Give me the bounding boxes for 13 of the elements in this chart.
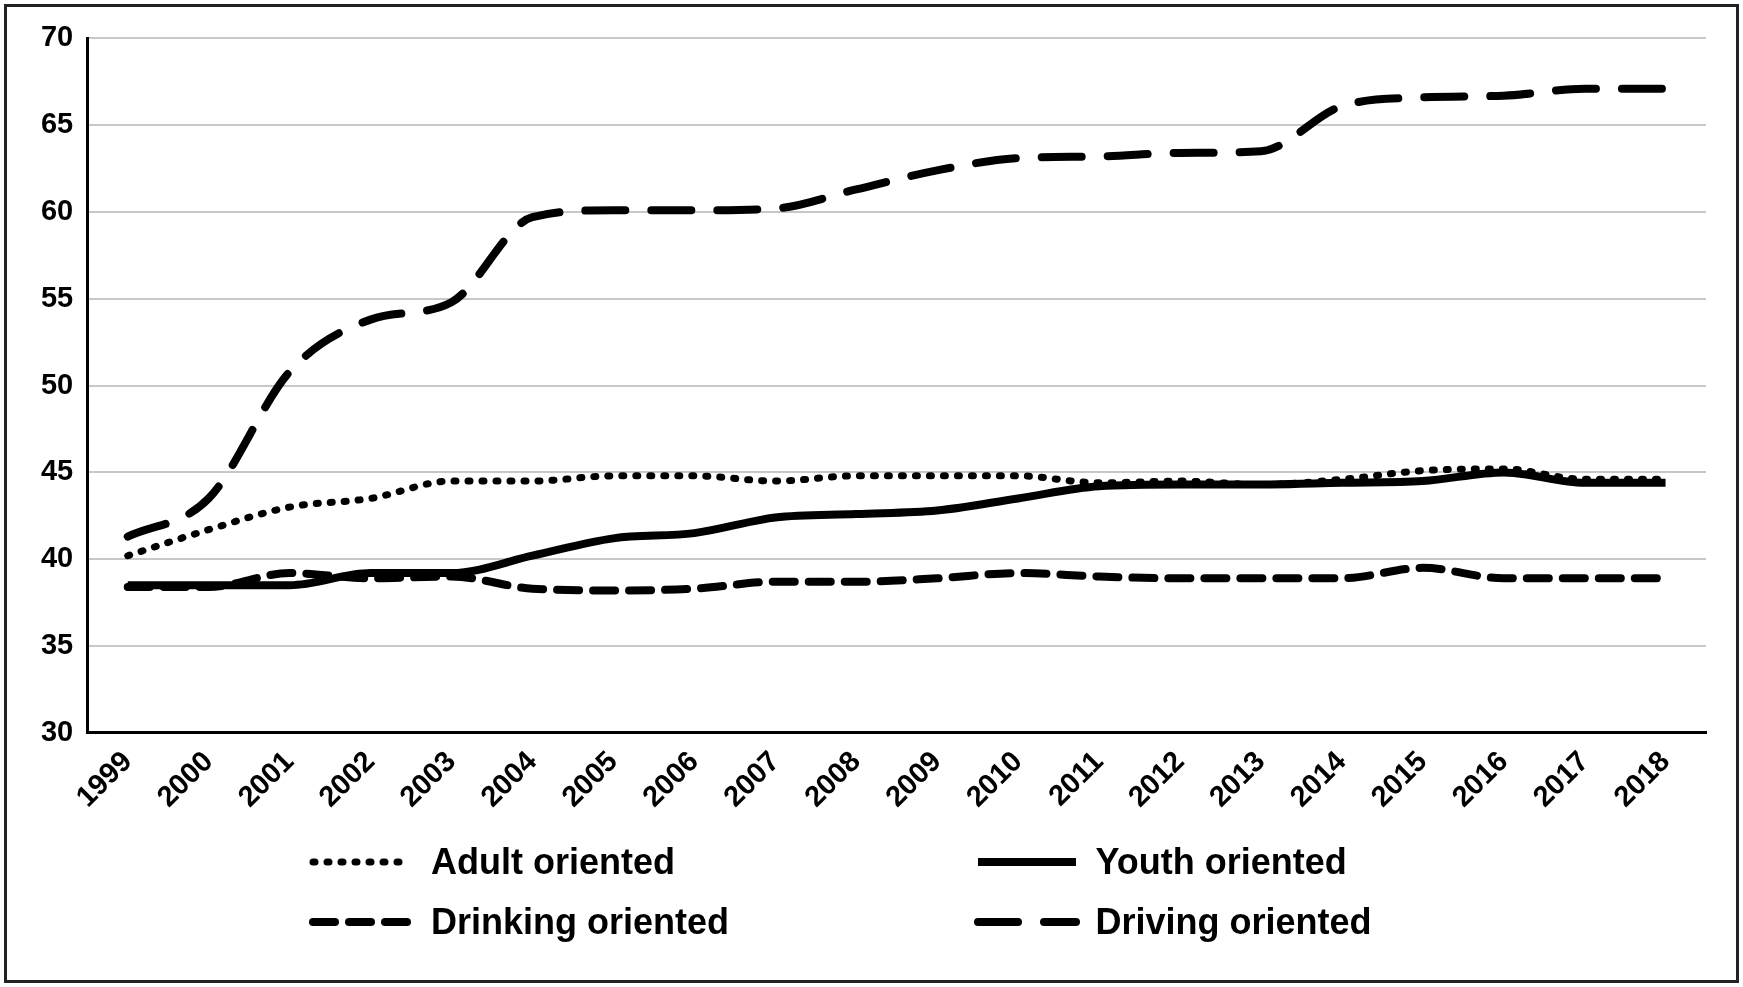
y-tick-label: 30 bbox=[40, 714, 74, 747]
legend-label: Driving oriented bbox=[1095, 901, 1372, 943]
y-tick-label: 45 bbox=[40, 454, 74, 487]
legend-label: Adult oriented bbox=[431, 841, 675, 883]
y-tick-label: 40 bbox=[40, 541, 74, 574]
y-tick-label: 65 bbox=[40, 107, 74, 140]
legend-label: Youth oriented bbox=[1095, 841, 1347, 883]
y-tick-label: 35 bbox=[40, 627, 74, 660]
legend-label: Drinking oriented bbox=[431, 901, 730, 943]
y-tick-label: 55 bbox=[40, 280, 74, 313]
y-tick-label: 70 bbox=[40, 20, 74, 53]
y-tick-label: 50 bbox=[40, 367, 74, 400]
y-tick-label: 60 bbox=[40, 193, 74, 226]
